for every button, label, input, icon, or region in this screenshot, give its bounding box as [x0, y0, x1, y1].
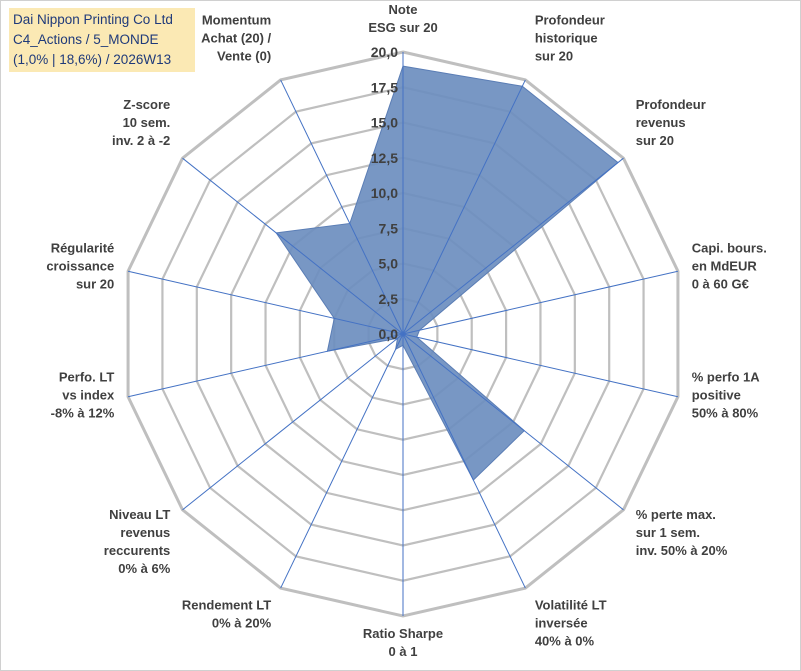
axis-label-line: Rendement LT — [182, 597, 271, 612]
axis-spoke — [127, 333, 404, 398]
axis-label-3: Capi. bours. en MdEUR 0 à 60 G€ — [692, 240, 767, 291]
axis-label-line: Volatilité LT — [535, 597, 607, 612]
axis-label-line: revenus — [120, 525, 170, 540]
axis-label-12: Z-score 10 sem. inv. 2 à -2 — [112, 97, 170, 148]
tick-label: 5,0 — [379, 256, 399, 272]
axis-label-line: % perte max. — [636, 507, 716, 522]
axis-label-1: Profondeur historique sur 20 — [535, 13, 605, 64]
tick-label: 0,0 — [379, 326, 399, 342]
axis-label-line: 40% à 0% — [535, 633, 595, 648]
axis-label-line: 0% à 6% — [118, 561, 170, 576]
axis-spoke — [280, 333, 404, 589]
axis-labels: Note ESG sur 20 Profondeur historique sur 20… — [46, 2, 767, 659]
axis-label-9: Niveau LT revenus reccurents 0% à 6% — [104, 507, 171, 576]
axis-label-line: -8% à 12% — [51, 406, 115, 421]
axis-label-8: Rendement LT 0% à 20% — [182, 597, 272, 630]
axis-label-line: Vente (0) — [217, 49, 271, 64]
axis-label-line: Profondeur — [535, 13, 605, 28]
axis-spoke — [402, 157, 624, 335]
axis-lines — [127, 52, 679, 616]
tick-label: 20,0 — [371, 44, 398, 60]
axis-label-line: inversée — [535, 615, 588, 630]
axis-label-line: 0% à 20% — [212, 615, 272, 630]
axis-label-13: Momentum Achat (20) / Vente (0) — [201, 13, 271, 64]
tick-label: 10,0 — [371, 185, 398, 201]
tick-label: 17,5 — [371, 79, 398, 95]
axis-label-line: Ratio Sharpe — [363, 626, 443, 641]
axis-label-7: Ratio Sharpe 0 à 1 — [363, 626, 443, 659]
axis-label-line: inv. 2 à -2 — [112, 133, 170, 148]
title-line-2: C4_Actions / 5_MONDE — [13, 32, 159, 47]
axis-label-line: Niveau LT — [109, 507, 170, 522]
tick-labels: 0,0 2,5 5,0 7,5 10,0 12,5 15,0 17,5 20,0 — [371, 44, 398, 342]
axis-label-line: croissance — [46, 258, 114, 273]
axis-spoke — [182, 157, 404, 335]
axis-label-10: Perfo. LT vs index -8% à 12% — [51, 370, 115, 421]
title-line-3: (1,0% | 18,6%) / 2026W13 — [13, 52, 172, 67]
axis-label-line: Capi. bours. — [692, 240, 767, 255]
axis-label-line: sur 20 — [636, 133, 674, 148]
axis-spoke — [402, 79, 526, 335]
axis-label-line: % perfo 1A — [692, 370, 761, 385]
axis-label-line: sur 1 sem. — [636, 525, 700, 540]
axis-spoke — [402, 270, 679, 335]
tick-label: 15,0 — [371, 115, 398, 131]
axis-label-line: Z-score — [123, 97, 170, 112]
axis-label-line: Perfo. LT — [59, 370, 114, 385]
axis-label-4: % perfo 1A positive 50% à 80% — [692, 370, 761, 421]
axis-spoke — [402, 333, 526, 589]
axis-label-line: ESG sur 20 — [368, 20, 437, 35]
axis-label-line: revenus — [636, 115, 686, 130]
axis-label-11: Régularité croissance sur 20 — [46, 240, 114, 291]
axis-label-5: % perte max. sur 1 sem. inv. 50% à 20% — [636, 507, 728, 558]
axis-label-line: sur 20 — [535, 49, 573, 64]
axis-spoke — [127, 270, 404, 335]
tick-label: 12,5 — [371, 150, 398, 166]
tick-label: 7,5 — [379, 220, 399, 236]
axis-label-line: Momentum — [202, 13, 271, 28]
axis-label-line: 0 à 1 — [389, 644, 418, 659]
chart-title: Dai Nippon Printing Co Ltd C4_Actions / … — [9, 8, 195, 72]
axis-label-line: inv. 50% à 20% — [636, 543, 728, 558]
axis-label-line: reccurents — [104, 543, 170, 558]
axis-label-line: 0 à 60 G€ — [692, 276, 749, 291]
axis-label-6: Volatilité LT inversée 40% à 0% — [535, 597, 607, 648]
axis-spoke — [182, 333, 404, 511]
tick-label: 2,5 — [379, 291, 399, 307]
axis-label-line: positive — [692, 388, 741, 403]
axis-label-0: Note ESG sur 20 — [368, 2, 437, 35]
axis-label-line: 50% à 80% — [692, 406, 759, 421]
axis-label-line: 10 sem. — [123, 115, 171, 130]
axis-label-line: Note — [389, 2, 418, 17]
axis-label-line: Achat (20) / — [201, 31, 271, 46]
title-line-1: Dai Nippon Printing Co Ltd — [13, 12, 173, 27]
series-area — [275, 65, 619, 481]
axis-label-line: vs index — [62, 388, 115, 403]
axis-label-line: historique — [535, 31, 598, 46]
axis-label-2: Profondeur revenus sur 20 — [636, 97, 706, 148]
axis-spoke — [402, 333, 624, 511]
axis-label-line: sur 20 — [76, 276, 114, 291]
axis-spoke — [280, 79, 404, 335]
axis-label-line: en MdEUR — [692, 258, 758, 273]
axis-spoke — [402, 333, 679, 398]
axis-label-line: Profondeur — [636, 97, 706, 112]
axis-label-line: Régularité — [51, 240, 115, 255]
